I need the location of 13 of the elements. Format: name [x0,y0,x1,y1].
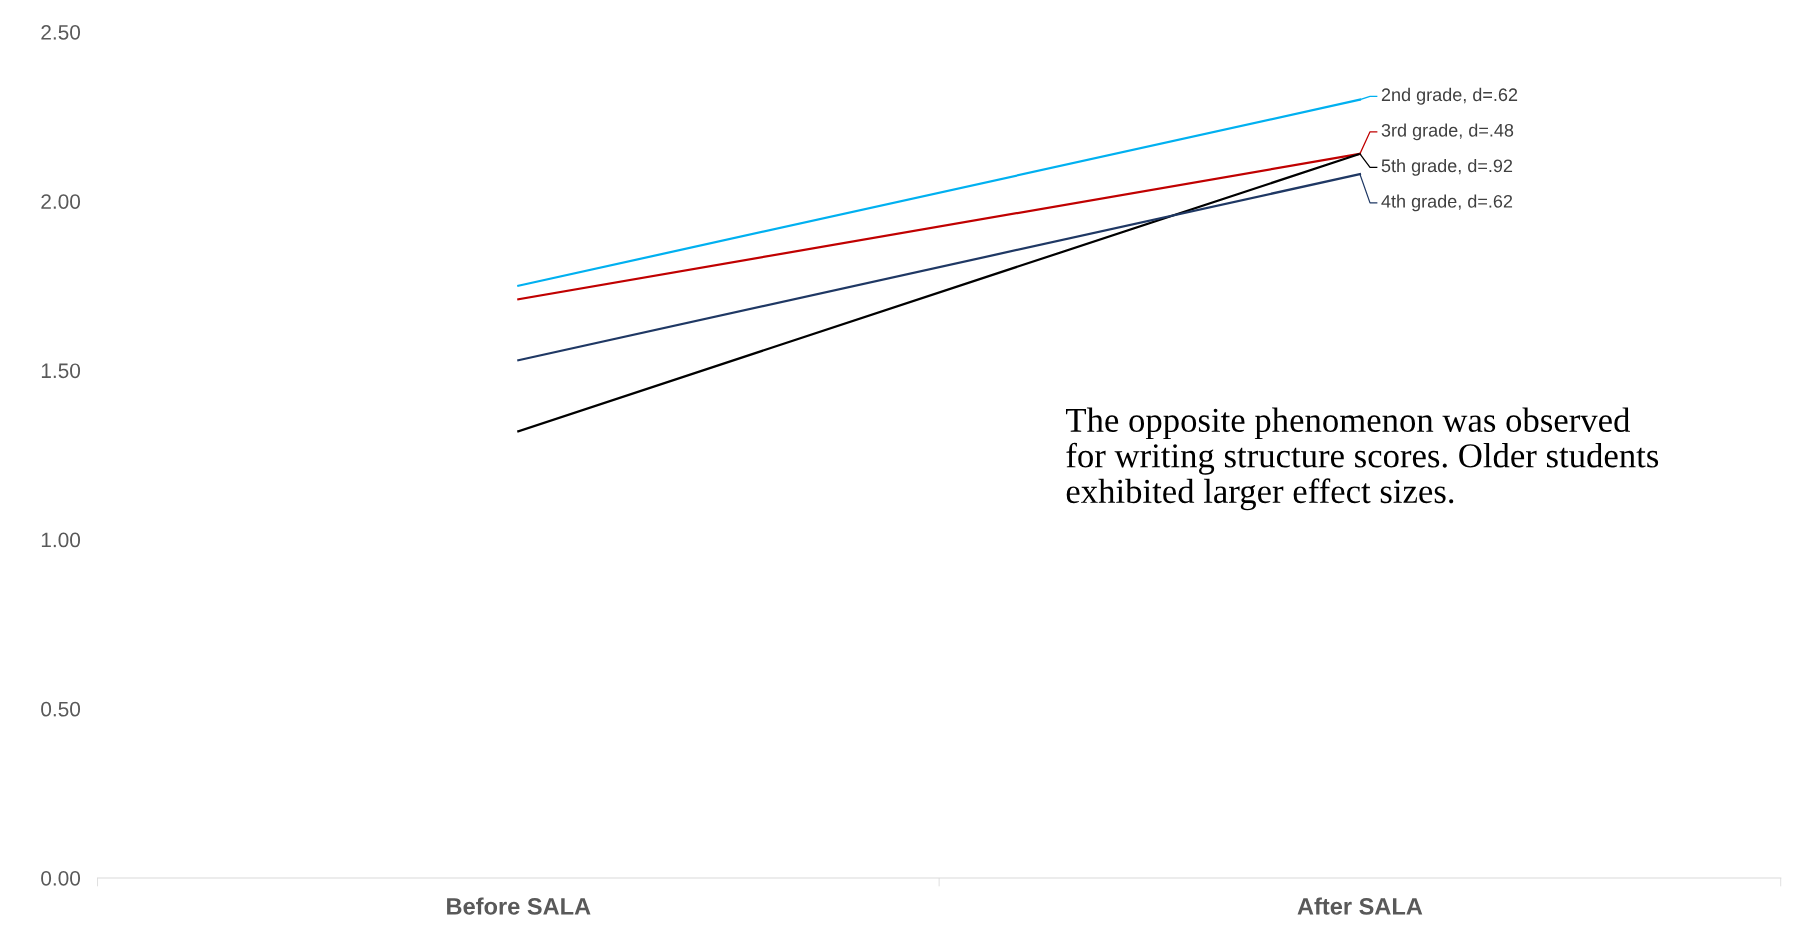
x-tick-label: After SALA [1297,897,1423,915]
series-label: 5th grade, d=.92 [1381,158,1513,176]
y-tick-label: 2.00 [41,194,81,209]
y-tick-label: 0.00 [41,870,81,886]
y-tick-label: 1.50 [41,363,81,379]
legend-label: 3rd grade, d=.48 [1381,123,1514,141]
y-tick-label: 2.50 [41,25,81,40]
annotation: The opposite phenomenon was observed for writing structure scores. Older students exhibited larger effect sizes. [1065,407,1659,511]
x-tick-label: Before SALA [447,897,591,915]
series-label: 4th grade, d=.62 [1381,194,1513,212]
legend-label: 2nd grade, d=.62 [1381,87,1518,105]
y-tick-label: 1.00 [41,532,81,548]
y-tick-label: 0.50 [41,701,81,717]
